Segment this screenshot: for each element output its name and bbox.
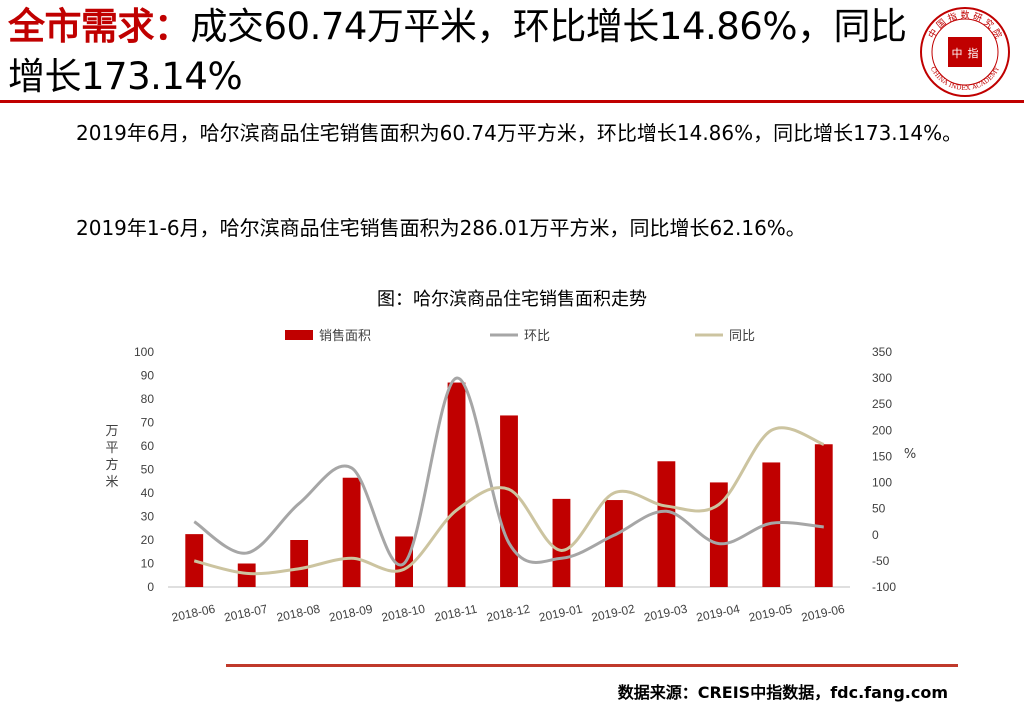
legend-label: 销售面积 — [319, 328, 371, 344]
page-title: 全市需求：成交60.74万平米，环比增长14.86%，同比增长173.14% — [8, 2, 908, 102]
y-left-tick-label: 30 — [141, 510, 155, 524]
bar-sales-area — [342, 477, 361, 587]
bar-sales-area — [447, 382, 466, 587]
y-left-tick-label: 60 — [141, 439, 155, 453]
y-left-tick-label: 100 — [134, 345, 154, 359]
x-tick-label: 2018-06 — [170, 602, 216, 625]
x-tick-label: 2019-02 — [590, 602, 636, 625]
svg-text:中 国 指 数 研 究 院: 中 国 指 数 研 究 院 — [925, 9, 1004, 41]
y-right-tick-label: 50 — [872, 502, 886, 516]
y-right-tick-label: -50 — [872, 554, 890, 568]
chart-title: 图：哈尔滨商品住宅销售面积走势 — [377, 289, 647, 310]
y-right-axis-label: % — [904, 447, 916, 462]
x-tick-label: 2019-01 — [538, 602, 584, 625]
bar-sales-area — [552, 498, 571, 587]
y-right-tick-label: 300 — [872, 371, 892, 385]
y-left-axis-label: 米 — [105, 475, 118, 490]
summary-paragraph-2: 2019年1-6月，哈尔滨商品住宅销售面积为286.01万平方米，同比增长62.… — [76, 216, 806, 240]
y-left-tick-label: 0 — [147, 580, 154, 594]
footer-divider — [226, 664, 958, 667]
x-tick-label: 2019-05 — [747, 602, 793, 625]
x-tick-label: 2019-04 — [695, 602, 741, 625]
y-left-tick-label: 20 — [141, 533, 155, 547]
y-left-axis-label: 方 — [105, 457, 118, 473]
x-tick-label: 2019-06 — [800, 602, 846, 625]
y-right-tick-label: 250 — [872, 397, 892, 411]
bar-sales-area — [185, 534, 204, 587]
bar-sales-area — [500, 415, 518, 587]
x-tick-label: 2018-11 — [433, 602, 478, 625]
y-left-tick-label: 70 — [141, 416, 155, 430]
y-right-tick-label: 350 — [872, 345, 892, 359]
title-keyword: 全市需求： — [8, 5, 191, 48]
data-source: 数据来源：CREIS中指数据，fdc.fang.com — [617, 683, 948, 702]
bar-sales-area — [290, 540, 309, 587]
summary-paragraph-1: 2019年6月，哈尔滨商品住宅销售面积为60.74万平方米，环比增长14.86%… — [76, 121, 963, 145]
logo-char-left: 中 — [952, 47, 963, 60]
china-index-academy-logo: 中 国 指 数 研 究 院 CHINA INDEX ACADEMY 中 指 — [920, 7, 1010, 97]
bar-sales-area — [814, 444, 833, 587]
line-mom — [193, 376, 824, 567]
bar-sales-area — [657, 461, 676, 587]
x-tick-label: 2018-12 — [485, 602, 531, 625]
y-right-tick-label: -100 — [872, 580, 896, 594]
y-left-axis-label: 平 — [105, 441, 118, 456]
bar-sales-area — [237, 563, 256, 587]
x-tick-label: 2018-09 — [328, 602, 374, 625]
y-left-tick-label: 10 — [141, 557, 155, 571]
y-right-tick-label: 0 — [872, 528, 879, 542]
y-left-tick-label: 80 — [141, 392, 155, 406]
sales-area-chart: 0 10 20 30 40 50 60 70 80 90 100 -100 -50 0 50 100 150 20… — [105, 328, 916, 625]
logo-char-right: 指 — [968, 46, 979, 60]
title-divider — [0, 100, 1024, 103]
x-tick-label: 2018-10 — [380, 602, 426, 625]
x-tick-label: 2018-08 — [275, 602, 321, 625]
y-left-axis-label: 万 — [105, 424, 118, 439]
y-left-tick-label: 40 — [141, 486, 155, 500]
legend-label: 环比 — [524, 329, 550, 344]
x-tick-label: 2018-07 — [223, 602, 269, 625]
logo-text-top: 中 国 指 数 研 究 院 — [925, 9, 1004, 41]
title-text: 成交60.74万平米，环比增长14.86%，同比增长173.14% — [8, 5, 907, 98]
y-right-tick-label: 150 — [872, 449, 892, 463]
y-left-tick-label: 50 — [141, 463, 155, 477]
bar-sales-area — [605, 500, 623, 587]
legend-label: 同比 — [729, 329, 755, 344]
x-tick-label: 2019-03 — [643, 602, 689, 625]
legend-swatch-bar — [285, 330, 313, 340]
line-yoy — [193, 426, 825, 576]
y-right-tick-label: 200 — [872, 423, 892, 437]
y-right-tick-label: 100 — [872, 476, 892, 490]
y-left-tick-label: 90 — [141, 369, 155, 383]
